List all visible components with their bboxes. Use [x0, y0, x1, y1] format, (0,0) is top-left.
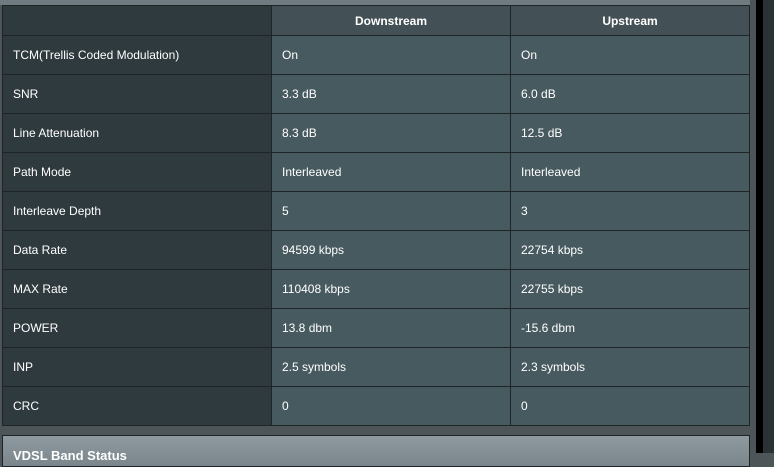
row-label: CRC [2, 386, 272, 426]
upstream-value: -15.6 dbm [510, 308, 750, 348]
downstream-value: 94599 kbps [271, 230, 511, 270]
table-row: CRC 0 0 [2, 386, 750, 426]
table-row: Data Rate 94599 kbps 22754 kbps [2, 230, 750, 270]
upstream-value: 22755 kbps [510, 269, 750, 309]
downstream-value: 3.3 dB [271, 74, 511, 114]
row-label: Interleave Depth [2, 191, 272, 231]
vdsl-band-status-section: VDSL Band Status [2, 435, 750, 467]
header-downstream: Downstream [271, 5, 511, 36]
row-label: Data Rate [2, 230, 272, 270]
row-label: TCM(Trellis Coded Modulation) [2, 35, 272, 75]
upstream-value: 3 [510, 191, 750, 231]
table-row: Line Attenuation 8.3 dB 12.5 dB [2, 113, 750, 153]
table-row: INP 2.5 symbols 2.3 symbols [2, 347, 750, 387]
header-upstream: Upstream [510, 5, 750, 36]
table-row: SNR 3.3 dB 6.0 dB [2, 74, 750, 114]
row-label: INP [2, 347, 272, 387]
row-label: POWER [2, 308, 272, 348]
downstream-value: Interleaved [271, 152, 511, 192]
table-header-row: Downstream Upstream [2, 5, 750, 36]
table-row: MAX Rate 110408 kbps 22755 kbps [2, 269, 750, 309]
upstream-value: 12.5 dB [510, 113, 750, 153]
row-label: SNR [2, 74, 272, 114]
downstream-value: 2.5 symbols [271, 347, 511, 387]
row-label: Path Mode [2, 152, 272, 192]
upstream-value: Interleaved [510, 152, 750, 192]
upstream-value: 22754 kbps [510, 230, 750, 270]
downstream-value: On [271, 35, 511, 75]
downstream-value: 5 [271, 191, 511, 231]
table-row: Interleave Depth 5 3 [2, 191, 750, 231]
upstream-value: 2.3 symbols [510, 347, 750, 387]
upstream-value: 6.0 dB [510, 74, 750, 114]
row-label: Line Attenuation [2, 113, 272, 153]
page-border [750, 0, 756, 453]
page-divider [756, 0, 763, 453]
row-label: MAX Rate [2, 269, 272, 309]
upstream-value: On [510, 35, 750, 75]
upstream-value: 0 [510, 386, 750, 426]
dsl-line-stats-table: Downstream Upstream TCM(Trellis Coded Mo… [2, 5, 750, 426]
downstream-value: 13.8 dbm [271, 308, 511, 348]
table-row: TCM(Trellis Coded Modulation) On On [2, 35, 750, 75]
section-header-strip [0, 0, 750, 5]
downstream-value: 8.3 dB [271, 113, 511, 153]
downstream-value: 110408 kbps [271, 269, 511, 309]
header-blank [2, 5, 272, 36]
section-title: VDSL Band Status [13, 448, 127, 463]
side-panel [763, 0, 774, 453]
table-row: POWER 13.8 dbm -15.6 dbm [2, 308, 750, 348]
table-row: Path Mode Interleaved Interleaved [2, 152, 750, 192]
downstream-value: 0 [271, 386, 511, 426]
